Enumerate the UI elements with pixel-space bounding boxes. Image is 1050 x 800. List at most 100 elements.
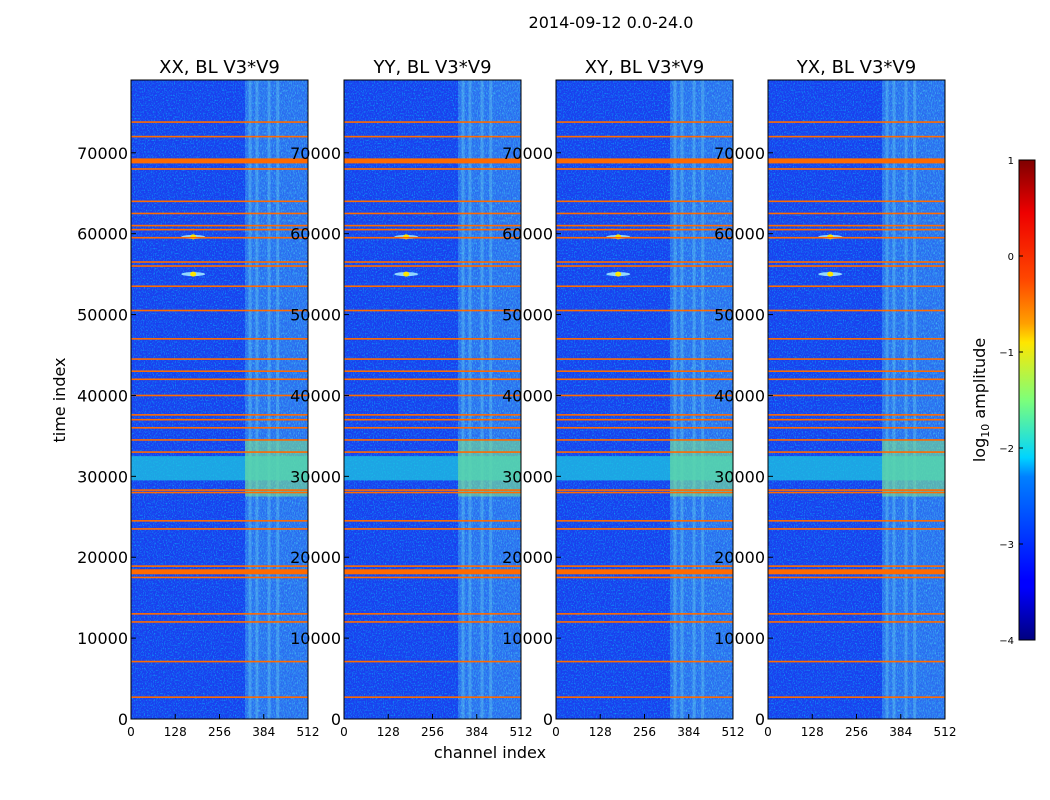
x-tick-label: 256: [421, 725, 444, 739]
flagged-row-11: [768, 451, 945, 453]
flagged-row-22: [344, 285, 521, 288]
y-tick-label: 20000: [290, 548, 341, 567]
rfi-band-texture: [245, 80, 308, 719]
y-tick-label: 70000: [290, 144, 341, 163]
y-tick-label: 10000: [502, 629, 553, 648]
colorbar: 10−1−2−3−4 log10 amplitude: [970, 156, 1036, 647]
rfi-channel-streak-2: [480, 80, 484, 719]
y-tick-label: 10000: [77, 629, 128, 648]
y-tick-label: 70000: [714, 144, 765, 163]
y-tick-label: 0: [331, 710, 341, 729]
flagged-row-14: [131, 418, 308, 421]
flagged-row-19: [131, 358, 308, 360]
panel-xx: XX, BL V3*V9 0 128 256 384 512 0 10000 20000 3000…: [77, 57, 319, 739]
flagged-row-6: [131, 565, 308, 567]
y-tick-label: 20000: [502, 548, 553, 567]
flagged-row-7: [344, 528, 521, 530]
flagged-row-24: [131, 261, 308, 263]
flagged-row-9: [344, 491, 521, 494]
flagged-row-17: [768, 378, 945, 381]
flagged-row-8: [556, 520, 733, 522]
flagged-row-21: [344, 309, 521, 312]
flagged-row-26: [556, 228, 733, 231]
flagged-row-13: [768, 427, 945, 429]
flagged-row-31: [131, 158, 308, 164]
flagged-row-17: [344, 378, 521, 381]
y-tick-label: 30000: [502, 467, 553, 486]
y-tick-label: 60000: [77, 225, 128, 244]
flagged-row-14: [344, 418, 521, 421]
flagged-row-7: [556, 528, 733, 530]
flagged-row-8: [131, 520, 308, 522]
rfi-channel-streak-0: [461, 80, 465, 719]
panel-title: XX, BL V3*V9: [159, 57, 280, 78]
flagged-row-15: [344, 414, 521, 416]
x-tick-label: 384: [252, 725, 275, 739]
y-tick-label: 50000: [290, 306, 341, 325]
flagged-row-22: [768, 285, 945, 288]
y-tick-label: 70000: [502, 144, 553, 163]
colorbar-tick-label: −1: [999, 348, 1014, 359]
rfi-channel-streak-1: [892, 80, 896, 719]
flagged-row-15: [556, 414, 733, 416]
flagged-row-31: [556, 158, 733, 164]
y-axis-label: time index: [50, 357, 69, 442]
flagged-row-2: [344, 621, 521, 623]
flagged-row-23: [344, 265, 521, 267]
flagged-row-23: [556, 265, 733, 267]
flagged-row-19: [768, 358, 945, 360]
rfi-channel-streak-0: [673, 80, 677, 719]
panels-group: XX, BL V3*V9 0 128 256 384 512 0 10000 20000 3000…: [77, 57, 956, 739]
rfi-band-texture: [882, 80, 945, 719]
flagged-row-3: [344, 613, 521, 615]
flagged-row-3: [556, 613, 733, 615]
flagged-row-20: [131, 338, 308, 340]
x-tick-label: 512: [297, 725, 320, 739]
rfi-channel-streak-3: [489, 80, 493, 719]
flagged-row-8: [344, 520, 521, 522]
flagged-row-2: [131, 621, 308, 623]
flagged-row-0: [556, 696, 733, 698]
flagged-row-31: [768, 158, 945, 164]
rfi-band-texture: [458, 80, 521, 719]
flagged-row-21: [768, 309, 945, 312]
flagged-row-11: [344, 451, 521, 453]
rfi-channel-streak-2: [267, 80, 271, 719]
flagged-row-20: [556, 338, 733, 340]
flagged-row-5: [344, 569, 521, 575]
flagged-row-27: [131, 224, 308, 227]
colorbar-tick-label: 1: [1008, 156, 1014, 167]
flagged-row-10: [131, 489, 308, 491]
rfi-channel-streak-1: [680, 80, 684, 719]
y-tick-label: 30000: [77, 467, 128, 486]
panel-title: YY, BL V3*V9: [372, 57, 491, 78]
bright-spot-core-0: [190, 271, 197, 277]
flagged-row-19: [556, 358, 733, 360]
flagged-row-2: [768, 621, 945, 623]
flagged-row-0: [768, 696, 945, 698]
flagged-row-12: [556, 439, 733, 441]
flagged-row-29: [768, 200, 945, 203]
y-tick-label: 30000: [714, 467, 765, 486]
y-tick-label: 0: [118, 710, 128, 729]
flagged-row-18: [768, 370, 945, 372]
flagged-row-1: [131, 660, 308, 663]
bright-spot-core-0: [615, 271, 622, 277]
flagged-row-14: [768, 418, 945, 421]
flagged-row-25: [556, 236, 733, 239]
flagged-row-23: [768, 265, 945, 267]
x-tick-label: 384: [465, 725, 488, 739]
x-axis-label: channel index: [434, 743, 546, 762]
y-tick-label: 20000: [77, 548, 128, 567]
flagged-row-27: [556, 224, 733, 227]
y-tick-label: 50000: [77, 306, 128, 325]
rfi-channel-streak-1: [255, 80, 259, 719]
x-tick-label: 256: [208, 725, 231, 739]
flagged-row-17: [131, 378, 308, 381]
bright-spot-core-0: [403, 271, 410, 277]
x-tick-label: 512: [722, 725, 745, 739]
flagged-row-5: [768, 569, 945, 575]
x-tick-label: 0: [764, 725, 772, 739]
y-tick-label: 60000: [502, 225, 553, 244]
y-tick-label: 10000: [714, 629, 765, 648]
